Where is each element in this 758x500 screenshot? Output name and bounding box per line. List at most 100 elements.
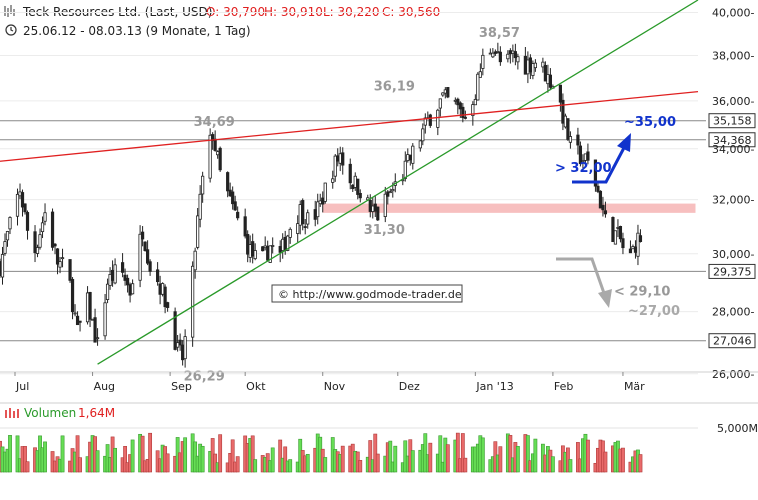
volume-bar bbox=[43, 441, 47, 473]
bullish-arrowhead bbox=[617, 133, 631, 152]
candle-down bbox=[141, 231, 145, 240]
price-annotation: 36,19 bbox=[374, 79, 415, 94]
candle-down bbox=[20, 192, 25, 208]
volume-bar bbox=[463, 457, 468, 473]
candle-up bbox=[406, 154, 410, 161]
candle-down bbox=[23, 203, 27, 213]
candle-down bbox=[548, 74, 552, 88]
candle-down bbox=[408, 154, 412, 161]
price-annotation: 34,69 bbox=[194, 115, 235, 130]
candle-down bbox=[181, 344, 185, 361]
candle-up bbox=[161, 283, 165, 295]
y-tick-label: 26,000- bbox=[712, 368, 754, 381]
candle-up bbox=[58, 261, 62, 268]
candle-down bbox=[603, 210, 608, 215]
candle-up bbox=[138, 233, 142, 281]
candle-down bbox=[578, 145, 583, 165]
candle-up bbox=[478, 71, 482, 78]
candle-up bbox=[90, 318, 95, 321]
candle-down bbox=[336, 155, 340, 162]
candle-up bbox=[388, 191, 392, 194]
trendline-green bbox=[97, 0, 699, 365]
candle-up bbox=[411, 145, 415, 164]
candle-up bbox=[563, 115, 568, 128]
candle-up bbox=[403, 160, 407, 179]
volume-bar bbox=[373, 433, 378, 473]
volume-bar bbox=[200, 445, 205, 473]
candle-down bbox=[143, 241, 147, 251]
candle-down bbox=[558, 84, 563, 103]
candle-up bbox=[443, 89, 447, 94]
target-label-above-32: > 32,00 bbox=[555, 161, 612, 176]
volume-bar bbox=[638, 454, 643, 473]
candle-down bbox=[243, 216, 247, 237]
candle-up bbox=[201, 175, 205, 195]
candle-up bbox=[423, 117, 427, 126]
candle-down bbox=[53, 243, 57, 247]
candles bbox=[0, 42, 643, 368]
volume-bar bbox=[533, 438, 538, 473]
candle-down bbox=[50, 211, 55, 248]
volume-bar bbox=[603, 451, 608, 473]
candle-down bbox=[93, 317, 97, 343]
candle-down bbox=[303, 226, 307, 228]
candle-up bbox=[208, 134, 212, 179]
candle-up bbox=[38, 234, 42, 248]
volume-bar bbox=[586, 439, 590, 473]
candle-up bbox=[581, 160, 585, 163]
candle-up bbox=[268, 245, 272, 263]
candle-down bbox=[278, 246, 282, 253]
candle-down bbox=[348, 163, 352, 184]
candle-up bbox=[108, 274, 112, 286]
candle-down bbox=[446, 87, 450, 98]
candle-down bbox=[55, 248, 60, 265]
candle-down bbox=[163, 286, 167, 308]
candle-up bbox=[471, 104, 475, 116]
candle-up bbox=[196, 215, 200, 248]
candle-up bbox=[421, 128, 425, 142]
candle-up bbox=[0, 254, 5, 278]
candle-down bbox=[493, 51, 497, 54]
trendline-red bbox=[0, 90, 699, 162]
volume-bar bbox=[428, 442, 433, 473]
candle-up bbox=[616, 227, 620, 229]
candle-up bbox=[193, 250, 197, 271]
level-label: 27,046 bbox=[713, 335, 752, 348]
candle-down bbox=[110, 269, 115, 281]
candle-up bbox=[103, 302, 107, 337]
volume-bar bbox=[305, 453, 310, 473]
candle-down bbox=[25, 212, 30, 231]
volume-bar bbox=[183, 437, 188, 473]
watermark: © http://www.godmode-trader.de bbox=[271, 284, 463, 303]
candle-up bbox=[35, 247, 40, 254]
price-annotation: 31,30 bbox=[364, 223, 405, 238]
candle-up bbox=[496, 50, 500, 53]
price-axis: 26,000- 28,000- 30,000- 32,000- 34,000- 36,00… bbox=[712, 6, 754, 380]
candle-down bbox=[456, 98, 460, 106]
candle-up bbox=[15, 193, 20, 217]
candle-up bbox=[263, 245, 267, 249]
x-tick-label: Feb bbox=[554, 380, 573, 393]
volume-bar bbox=[340, 445, 345, 473]
x-tick-label: Nov bbox=[324, 380, 346, 393]
volume-bar bbox=[460, 433, 465, 473]
price-grid bbox=[0, 11, 698, 375]
candle-up bbox=[176, 342, 180, 348]
resistance-zone-band bbox=[322, 203, 696, 213]
volume-bar bbox=[423, 433, 428, 473]
volume-bar bbox=[278, 439, 283, 473]
volume-bar bbox=[253, 459, 258, 473]
candle-up bbox=[318, 200, 322, 205]
candle-up bbox=[546, 74, 550, 85]
candle-down bbox=[246, 234, 250, 255]
candle-up bbox=[73, 312, 77, 315]
volume-bar bbox=[218, 434, 223, 473]
volume-bar bbox=[165, 453, 170, 473]
candle-up bbox=[418, 140, 422, 149]
volume-bar bbox=[515, 446, 520, 473]
candle-down bbox=[158, 283, 162, 295]
candle-down bbox=[228, 189, 232, 197]
volume-bar bbox=[393, 445, 398, 473]
volume-bar bbox=[130, 439, 135, 473]
candle-up bbox=[95, 337, 100, 340]
